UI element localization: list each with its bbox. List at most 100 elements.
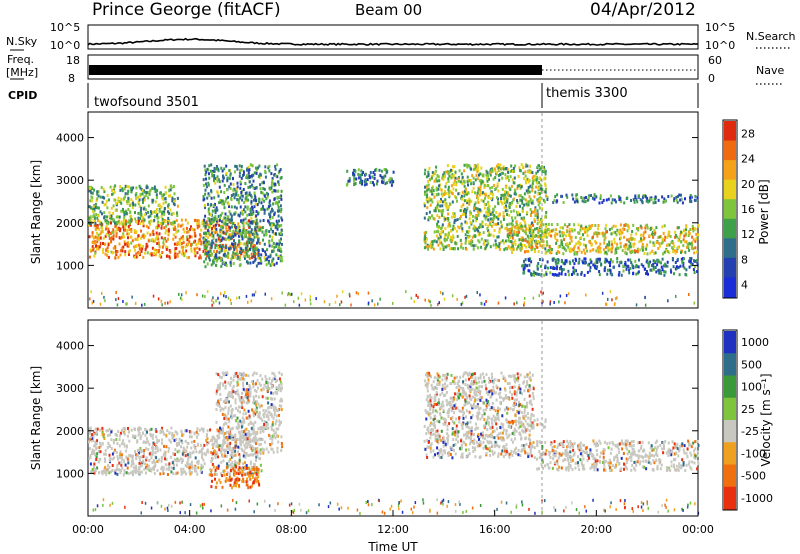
range-cell: [124, 210, 127, 214]
range-cell: [691, 243, 694, 247]
range-cell: [556, 250, 559, 253]
range-cell: [135, 197, 138, 201]
range-cell: [609, 269, 612, 273]
range-cell: [534, 178, 537, 182]
range-cell: [223, 191, 226, 194]
range-cell: [202, 465, 204, 469]
range-cell: [586, 270, 589, 274]
range-cell: [240, 191, 243, 194]
range-cell: [108, 427, 111, 431]
range-cell: [428, 210, 431, 214]
range-cell: [546, 228, 549, 232]
range-cell: [667, 233, 670, 237]
range-cell: [123, 444, 126, 448]
range-cell: [216, 177, 219, 181]
range-cell: [134, 193, 137, 197]
range-cell: [216, 221, 219, 225]
range-cell: [213, 449, 216, 453]
range-cell: [203, 221, 206, 225]
range-cell: [456, 234, 459, 238]
range-cell: [231, 255, 234, 259]
range-cell: [690, 200, 693, 204]
range-cell: [207, 225, 210, 229]
range-cell: [505, 204, 507, 208]
range-cell: [199, 256, 202, 260]
range-cell: [181, 458, 184, 462]
noise-cell: [143, 302, 146, 306]
range-cell: [108, 234, 111, 237]
range-cell: [460, 242, 463, 246]
range-cell: [101, 212, 103, 216]
range-cell: [228, 205, 230, 208]
range-cell: [154, 237, 157, 241]
range-cell: [653, 252, 656, 255]
range-cell: [463, 180, 466, 184]
range-cell: [277, 214, 280, 218]
range-cell: [268, 213, 271, 217]
range-cell: [628, 246, 631, 250]
range-cell: [685, 273, 688, 277]
noise-cell: [293, 300, 295, 304]
range-cell: [114, 468, 117, 472]
range-cell: [94, 221, 97, 225]
range-cell: [134, 203, 137, 207]
range-cell: [638, 240, 641, 244]
range-cell: [521, 264, 524, 268]
range-cell: [151, 466, 154, 470]
range-cell: [484, 196, 486, 200]
range-cell: [127, 243, 130, 246]
range-cell: [607, 197, 610, 201]
range-cell: [91, 196, 94, 200]
range-cell: [94, 427, 97, 431]
range-cell: [164, 185, 167, 189]
cpid-strip: CPID twofsound 3501 themis 3300: [8, 83, 699, 110]
range-cell: [127, 200, 130, 204]
colorbar-tick-label: 24: [741, 153, 755, 166]
range-cell: [476, 163, 479, 167]
range-cell: [359, 176, 362, 180]
range-cell: [174, 448, 177, 452]
range-cell: [680, 249, 683, 253]
range-cell: [118, 468, 121, 472]
range-cell: [98, 220, 101, 224]
range-cell: [531, 237, 533, 241]
range-cell: [138, 431, 141, 435]
range-cell: [99, 195, 102, 199]
y-tick-label: 1000: [56, 259, 84, 272]
range-cell: [584, 257, 587, 261]
range-cell: [100, 444, 102, 448]
range-cell: [612, 231, 615, 235]
range-cell: [98, 227, 101, 231]
range-cell: [615, 200, 617, 204]
range-cell: [508, 232, 511, 236]
range-cell: [212, 230, 215, 234]
range-cell: [165, 229, 168, 233]
range-cell: [173, 463, 175, 467]
range-cell: [451, 200, 454, 204]
range-cell: [247, 198, 250, 202]
range-cell: [427, 247, 429, 251]
range-cell: [245, 245, 248, 249]
range-cell: [516, 201, 519, 205]
range-cell: [430, 175, 433, 178]
range-cell: [538, 258, 541, 261]
range-cell: [102, 236, 105, 240]
range-cell: [483, 186, 486, 189]
range-cell: [223, 237, 226, 241]
range-cell: [353, 183, 356, 187]
range-cell: [96, 439, 98, 443]
range-cell: [142, 459, 145, 463]
range-cell: [447, 231, 450, 235]
range-cell: [245, 199, 248, 203]
range-cell: [206, 437, 209, 441]
range-cell: [657, 247, 660, 250]
range-cell: [509, 188, 512, 192]
range-cell: [109, 433, 111, 437]
range-cell: [161, 197, 164, 201]
range-cell: [501, 201, 503, 205]
range-cell: [582, 233, 584, 237]
range-cell: [663, 273, 666, 277]
range-cell: [598, 273, 601, 277]
range-cell: [147, 210, 149, 214]
range-cell: [465, 211, 467, 215]
